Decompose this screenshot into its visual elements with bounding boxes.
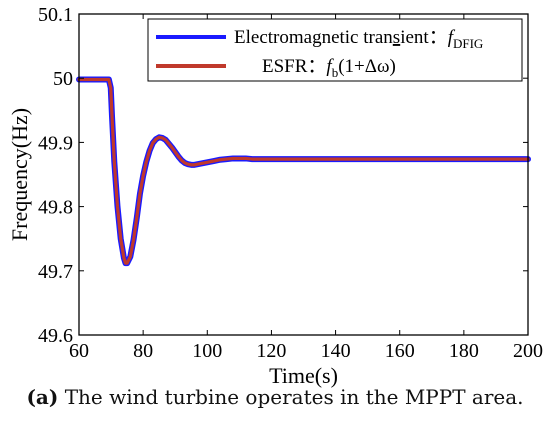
x-tick-label-5: 160	[385, 340, 415, 362]
x-tick-label-3: 120	[256, 340, 286, 362]
y-tick-label-4: 50	[53, 68, 73, 90]
legend-entry-electromagnetic-symbol: f	[448, 27, 456, 48]
y-tick-label-0: 49.6	[38, 325, 73, 347]
caption-label: (a)	[26, 385, 59, 409]
x-tick-label-2: 100	[192, 340, 222, 362]
y-tick-label-5: 50.1	[38, 4, 73, 26]
x-tick-label-6: 180	[449, 340, 479, 362]
legend-entry-esfr-subscript: b	[332, 65, 339, 80]
legend-entry-electromagnetic-suffix: ient：	[400, 27, 448, 48]
x-axis-title: Time(s)	[269, 363, 338, 388]
x-tick-label-0: 60	[69, 340, 89, 362]
legend-entry-electromagnetic-underlined: s	[393, 27, 400, 48]
y-tick-label-3: 49.9	[38, 132, 73, 154]
plot-frame	[78, 13, 529, 336]
legend-entry-esfr-prefix: ESFR：	[262, 56, 326, 77]
figure-caption: (a) The wind turbine operates in the MPP…	[0, 385, 550, 409]
legend-box	[147, 18, 523, 82]
x-tick-label-4: 140	[321, 340, 351, 362]
legend-entry-electromagnetic-prefix: Electromagnetic tran	[234, 27, 393, 48]
y-tick-label-1: 49.7	[38, 261, 73, 283]
caption-text: The wind turbine operates in the MPPT ar…	[58, 385, 524, 409]
legend-entry-electromagnetic: Electromagnetic transient：fDFIG	[234, 27, 483, 51]
y-tick-label-2: 49.8	[38, 197, 73, 219]
series-line-1	[77, 77, 530, 265]
y-axis-title: Frequency(Hz)	[7, 108, 32, 241]
ticks-layer: 60 80 100 120 140 160 180 200 49.6 49.7 49.8 49.9 50…	[38, 4, 543, 362]
legend-entry-electromagnetic-subscript: DFIG	[453, 36, 483, 51]
x-tick-label-1: 80	[133, 340, 153, 362]
legend-entry-esfr: ESFR：fb(1+Δω)	[262, 56, 396, 80]
series-layer	[76, 76, 531, 267]
legend-entry-esfr-symbol: f	[326, 56, 334, 77]
x-tick-label-7: 200	[513, 340, 543, 362]
legend: Electromagnetic transient：fDFIG ESFR：fb(…	[147, 18, 523, 82]
legend-entry-esfr-suffix: (1+Δω)	[338, 56, 396, 77]
